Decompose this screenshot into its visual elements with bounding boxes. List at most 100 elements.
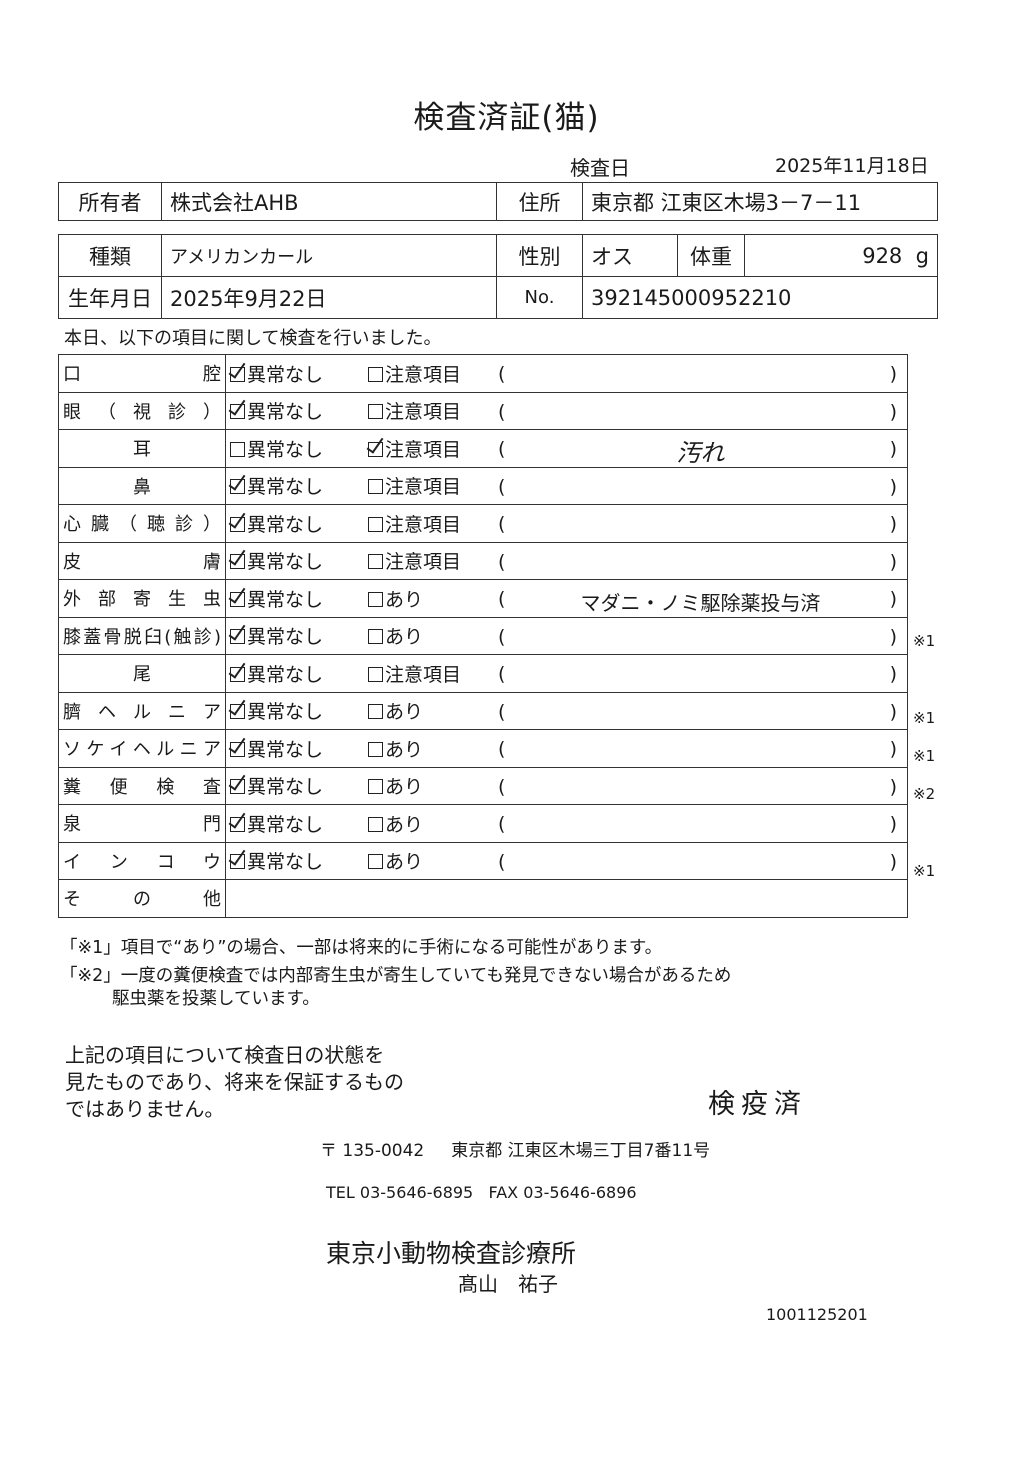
option-normal[interactable]: 異常なし [225, 354, 364, 393]
checkbox-icon[interactable] [368, 404, 383, 420]
item-label: 耳 [58, 429, 226, 468]
option-normal[interactable]: 異常なし [225, 766, 364, 805]
option-normal[interactable]: 異常なし [225, 391, 364, 430]
option-attention-label: あり [385, 738, 424, 761]
option-attention[interactable]: あり [364, 729, 494, 768]
address-label: 住所 [496, 182, 583, 221]
checkbox-icon[interactable] [230, 441, 245, 457]
checkbox-icon[interactable] [368, 704, 383, 720]
footnote-mark: ※1 [913, 861, 936, 880]
paren-close: ) [889, 850, 897, 873]
checkbox-icon[interactable] [368, 554, 383, 570]
option-normal-label: 異常なし [247, 513, 324, 536]
item-label: 泉門 [58, 804, 226, 843]
checkbox-icon[interactable] [368, 516, 383, 532]
document-code: 1001125201 [766, 1305, 868, 1324]
weight-label: 体重 [677, 234, 745, 277]
option-attention[interactable]: 注意項目 [364, 354, 494, 393]
checkbox-icon[interactable] [230, 366, 245, 382]
option-attention[interactable]: 注意項目 [364, 466, 494, 505]
option-attention[interactable]: 注意項目 [364, 391, 494, 430]
checkbox-icon[interactable] [368, 479, 383, 495]
checkbox-icon[interactable] [230, 591, 245, 607]
checklist-row: 膝蓋骨脱臼(触診) 異常なし あり () [58, 616, 908, 655]
item-label: 膝蓋骨脱臼(触診) [58, 616, 226, 655]
option-normal[interactable]: 異常なし [225, 804, 364, 843]
checkbox-icon[interactable] [230, 404, 245, 420]
checkbox-icon[interactable] [230, 854, 245, 870]
option-attention[interactable]: 注意項目 [364, 541, 494, 580]
option-attention[interactable]: あり [364, 691, 494, 730]
option-normal[interactable]: 異常なし [225, 616, 364, 655]
item-note: () [494, 616, 908, 655]
item-note: () [494, 841, 908, 880]
option-attention[interactable]: 注意項目 [364, 654, 494, 693]
note-text: 汚れ [676, 439, 725, 467]
option-attention-label: あり [385, 813, 424, 836]
option-attention-label: あり [385, 701, 424, 724]
option-attention-label: あり [385, 626, 424, 649]
option-normal[interactable]: 異常なし [225, 541, 364, 580]
dob-label: 生年月日 [58, 276, 162, 319]
checklist-row: 鼻異常なし 注意項目 () [58, 466, 908, 505]
other-note[interactable] [225, 879, 908, 918]
option-attention-label: 注意項目 [385, 401, 462, 424]
option-attention[interactable]: 注意項目 [364, 504, 494, 543]
checkbox-icon[interactable] [368, 854, 383, 870]
item-label: その他 [58, 879, 226, 918]
item-label: 尾 [58, 654, 226, 693]
option-attention[interactable]: あり [364, 804, 494, 843]
checkbox-icon[interactable] [368, 779, 383, 795]
option-normal[interactable]: 異常なし [225, 729, 364, 768]
paren-open: ( [498, 625, 506, 648]
option-normal[interactable]: 異常なし [225, 654, 364, 693]
checkbox-icon[interactable] [230, 666, 245, 682]
checkbox-icon[interactable] [230, 629, 245, 645]
checkbox-icon[interactable] [368, 666, 383, 682]
checkbox-icon[interactable] [368, 816, 383, 832]
clinic-street: 東京都 江東区木場三丁目7番11号 [451, 1141, 711, 1161]
checkbox-icon[interactable] [368, 441, 383, 457]
checkbox-icon[interactable] [368, 741, 383, 757]
checkbox-icon[interactable] [230, 704, 245, 720]
checkbox-icon[interactable] [230, 516, 245, 532]
option-attention[interactable]: あり [364, 616, 494, 655]
option-normal-label: 異常なし [247, 738, 324, 761]
checkbox-icon[interactable] [230, 479, 245, 495]
paren-open: ( [498, 775, 506, 798]
option-normal[interactable]: 異常なし [225, 429, 364, 468]
option-attention-label: 注意項目 [385, 438, 462, 461]
clinic-name: 東京小動物検査診療所 [326, 1239, 577, 1268]
option-attention[interactable]: あり [364, 579, 494, 618]
paren-close: ) [889, 738, 897, 760]
option-normal[interactable]: 異常なし [225, 691, 364, 730]
option-normal-label: 異常なし [247, 476, 324, 499]
option-attention-label: 注意項目 [385, 513, 462, 536]
paren-close: ) [889, 400, 897, 423]
option-attention[interactable]: 注意項目 [364, 429, 494, 468]
checkbox-icon[interactable] [230, 741, 245, 757]
checkbox-icon[interactable] [368, 366, 383, 382]
option-attention[interactable]: あり [364, 841, 494, 880]
item-note: () [494, 391, 908, 430]
option-normal[interactable]: 異常なし [225, 504, 364, 543]
option-attention[interactable]: あり [364, 766, 494, 805]
checkbox-icon[interactable] [368, 629, 383, 645]
checklist-row-other: その他 [58, 879, 908, 918]
option-normal[interactable]: 異常なし [225, 841, 364, 880]
checkbox-icon[interactable] [368, 591, 383, 607]
paren-open: ( [498, 813, 506, 835]
option-normal[interactable]: 異常なし [225, 579, 364, 618]
disclaimer-line: 見たものであり、将来を保証するもの [65, 1070, 404, 1094]
checkbox-icon[interactable] [230, 779, 245, 795]
checklist-row: 心臓（聴診） 異常なし 注意項目 () [58, 504, 908, 543]
option-normal[interactable]: 異常なし [225, 466, 364, 505]
pet-table: 種類 アメリカンカール 性別 オス 体重 928 g 生年月日 2025年9月2… [58, 234, 938, 319]
paren-close: ) [889, 588, 897, 610]
checkbox-icon[interactable] [230, 554, 245, 570]
checklist-row: インコウ 異常なし あり () [58, 841, 908, 880]
item-note: () [494, 804, 908, 843]
checkbox-icon[interactable] [230, 816, 245, 832]
checklist-row: 尾異常なし 注意項目 () [58, 654, 908, 693]
paren-open: ( [498, 588, 506, 610]
